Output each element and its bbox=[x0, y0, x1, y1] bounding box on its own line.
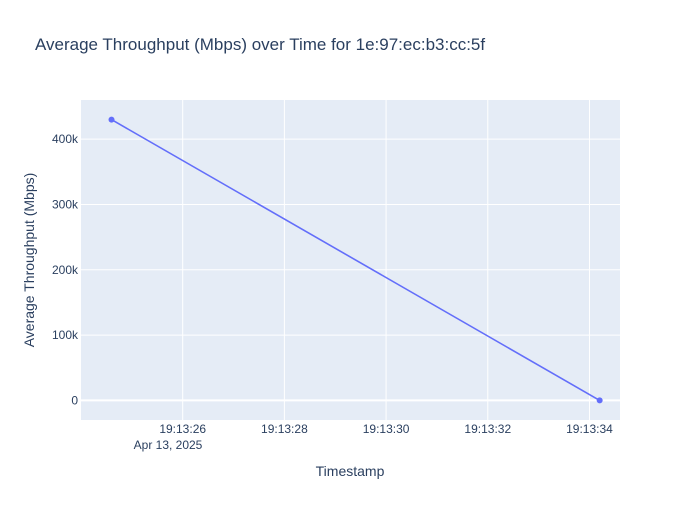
y-tick-label: 300k bbox=[52, 197, 79, 211]
y-tick-label: 200k bbox=[52, 263, 79, 277]
y-tick-labels: 0 100k 200k 300k 400k bbox=[52, 132, 79, 407]
x-tick-label: 19:13:34 bbox=[566, 422, 613, 436]
x-tick-labels: 19:13:26 19:13:28 19:13:30 19:13:32 19:13:34 bbox=[159, 422, 613, 436]
x-tick-label: 19:13:26 bbox=[159, 422, 206, 436]
x-tick-label: 19:13:32 bbox=[464, 422, 511, 436]
y-tick-label: 400k bbox=[52, 132, 79, 146]
y-tick-label: 0 bbox=[71, 393, 78, 407]
grid-lines bbox=[81, 100, 620, 420]
x-tick-label: 19:13:28 bbox=[261, 422, 308, 436]
x-tick-label: 19:13:30 bbox=[363, 422, 410, 436]
chart-title: Average Throughput (Mbps) over Time for … bbox=[35, 35, 485, 54]
series-line bbox=[111, 118, 601, 402]
data-point bbox=[108, 116, 115, 123]
y-axis-title: Average Throughput (Mbps) bbox=[21, 173, 37, 348]
x-axis-title: Timestamp bbox=[316, 463, 385, 479]
series-layer bbox=[108, 116, 603, 404]
x-axis-date-label: Apr 13, 2025 bbox=[134, 438, 203, 452]
y-tick-label: 100k bbox=[52, 328, 79, 342]
data-point bbox=[596, 397, 603, 404]
